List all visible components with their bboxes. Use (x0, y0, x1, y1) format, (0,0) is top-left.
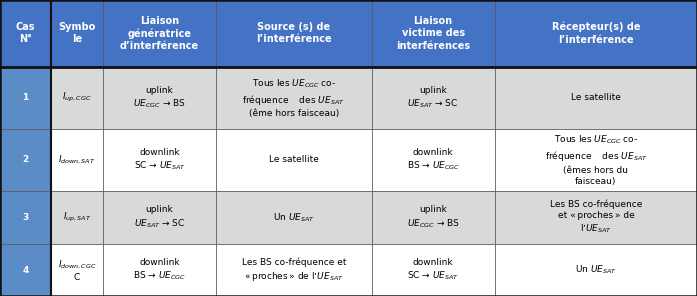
Text: uplink
$UE_{SAT}$ → SC: uplink $UE_{SAT}$ → SC (408, 86, 459, 110)
Text: Un $UE_{SAT}$: Un $UE_{SAT}$ (273, 211, 315, 224)
Bar (103, 244, 216, 296)
Bar (103, 129, 216, 191)
Text: Source (s) de
l’interférence: Source (s) de l’interférence (256, 22, 332, 44)
Text: uplink
$UE_{CGC}$ → BS: uplink $UE_{CGC}$ → BS (407, 205, 459, 230)
Text: Un $UE_{SAT}$: Un $UE_{SAT}$ (575, 264, 617, 276)
Text: Liaison
victime des
interférences: Liaison victime des interférences (396, 16, 470, 51)
Bar (372, 67, 495, 129)
Bar (216, 0, 372, 67)
Bar (103, 67, 216, 129)
Text: Tous les $UE_{CGC}$ co-
fréquence    des $UE_{SAT}$
(ême hors faisceau): Tous les $UE_{CGC}$ co- fréquence des $U… (243, 77, 345, 118)
Bar (216, 244, 372, 296)
Bar (372, 0, 495, 67)
Text: downlink
BS → $UE_{CGC}$: downlink BS → $UE_{CGC}$ (406, 148, 460, 172)
Bar (216, 129, 372, 191)
Bar (0, 129, 51, 191)
Bar (495, 129, 697, 191)
Bar (0, 244, 51, 296)
Bar (103, 191, 216, 244)
Text: 2: 2 (22, 155, 29, 164)
Bar (372, 244, 495, 296)
Bar (51, 244, 103, 296)
Bar (51, 191, 103, 244)
Text: Cas
N°: Cas N° (16, 22, 35, 44)
Bar (495, 67, 697, 129)
Bar (372, 191, 495, 244)
Text: Tous les $UE_{CGC}$ co-
fréquence    des $UE_{SAT}$
(êmes hors du
faisceau): Tous les $UE_{CGC}$ co- fréquence des $U… (544, 134, 648, 186)
Text: Liaison
génératrice
d’interférence: Liaison génératrice d’interférence (120, 16, 199, 51)
Bar (495, 191, 697, 244)
Text: $I_{down,SAT}$: $I_{down,SAT}$ (59, 154, 95, 166)
Text: $I_{up,CGC}$: $I_{up,CGC}$ (62, 91, 92, 104)
Text: 1: 1 (22, 93, 29, 102)
Bar (0, 0, 51, 67)
Text: uplink
$UE_{SAT}$ → SC: uplink $UE_{SAT}$ → SC (134, 205, 185, 230)
Text: 3: 3 (22, 213, 29, 222)
Text: Récepteur(s) de
l’interférence: Récepteur(s) de l’interférence (552, 22, 640, 45)
Bar (51, 0, 103, 67)
Bar (216, 67, 372, 129)
Text: Les BS co-fréquence et
« proches » de l’$UE_{SAT}$: Les BS co-fréquence et « proches » de l’… (242, 258, 346, 283)
Text: Symbo
le: Symbo le (59, 22, 95, 44)
Bar (51, 129, 103, 191)
Text: uplink
$UE_{CGC}$ → BS: uplink $UE_{CGC}$ → BS (133, 86, 186, 110)
Text: $I_{up,SAT}$: $I_{up,SAT}$ (63, 211, 91, 224)
Bar (372, 129, 495, 191)
Text: $I_{down,CGC}$
C: $I_{down,CGC}$ C (58, 258, 96, 282)
Text: Les BS co-fréquence
et « proches » de
l’$UE_{SAT}$: Les BS co-fréquence et « proches » de l’… (550, 200, 642, 235)
Text: downlink
BS → $UE_{CGC}$: downlink BS → $UE_{CGC}$ (133, 258, 186, 282)
Bar (103, 0, 216, 67)
Bar (0, 67, 51, 129)
Bar (495, 0, 697, 67)
Bar (51, 67, 103, 129)
Text: downlink
SC → $UE_{SAT}$: downlink SC → $UE_{SAT}$ (134, 148, 185, 172)
Text: Le satellite: Le satellite (269, 155, 319, 164)
Bar (216, 191, 372, 244)
Text: Le satellite: Le satellite (571, 93, 621, 102)
Text: downlink
SC → $UE_{SAT}$: downlink SC → $UE_{SAT}$ (407, 258, 459, 282)
Bar (0, 191, 51, 244)
Bar (495, 244, 697, 296)
Text: 4: 4 (22, 266, 29, 275)
